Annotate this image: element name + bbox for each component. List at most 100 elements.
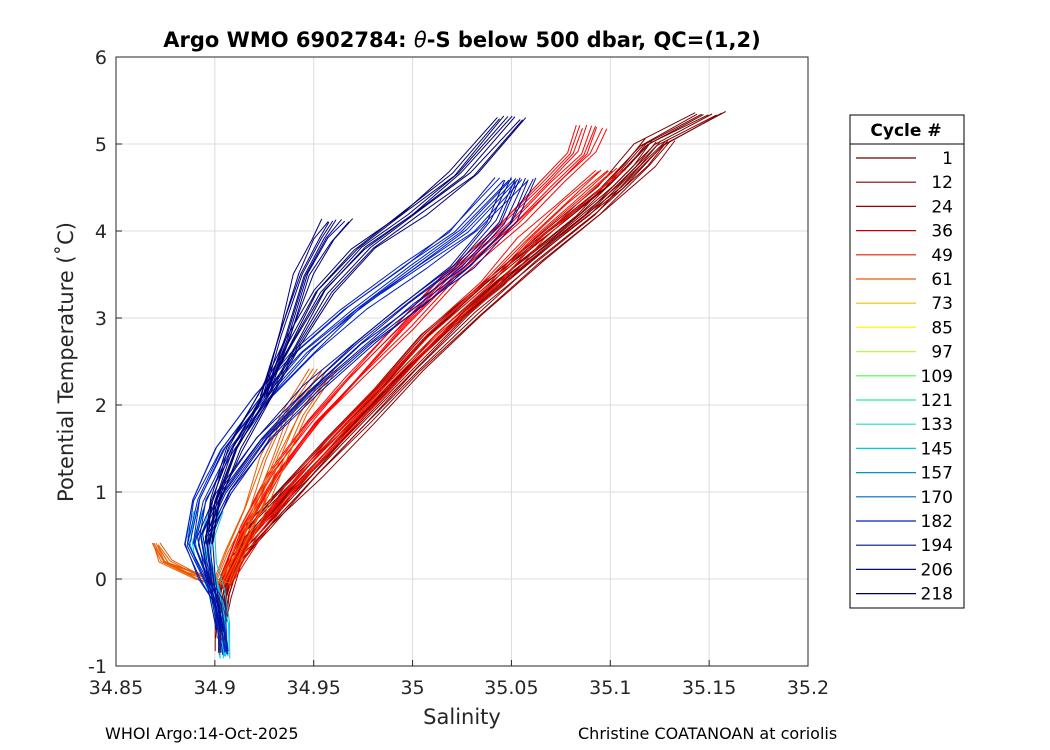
series-line <box>222 141 666 642</box>
y-tick-label: 6 <box>95 47 107 69</box>
x-tick-label: 35.2 <box>787 677 829 699</box>
legend-label: 218 <box>921 585 953 605</box>
series-line <box>224 125 593 581</box>
series-line <box>226 127 604 579</box>
legend-label: 61 <box>931 270 953 290</box>
x-tick-label: 34.85 <box>89 677 143 699</box>
chart-title: Argo WMO 6902784: θ-S below 500 dbar, QC… <box>163 28 760 52</box>
series-line <box>204 118 500 546</box>
x-tick-label: 35.1 <box>589 677 631 699</box>
legend-label: 206 <box>921 560 953 580</box>
series-line <box>263 221 330 395</box>
series-line <box>227 128 608 581</box>
series-line <box>204 117 498 545</box>
legend-label: 182 <box>921 512 953 532</box>
series-line <box>155 371 322 584</box>
legend-label: 157 <box>921 464 953 484</box>
x-tick-label: 35.05 <box>484 677 538 699</box>
series-line <box>221 140 662 640</box>
legend-label: 49 <box>931 246 953 266</box>
series-line <box>208 178 534 632</box>
legend-label: 133 <box>921 415 953 435</box>
series-line <box>223 141 671 638</box>
x-tick-label: 34.9 <box>194 677 236 699</box>
x-tick-label: 34.95 <box>287 677 341 699</box>
legend-label: 1 <box>942 149 953 169</box>
series-line <box>206 179 529 631</box>
y-tick-label: 3 <box>95 308 107 330</box>
series-line <box>220 139 669 641</box>
legend-box <box>849 114 965 609</box>
series-line <box>186 179 505 655</box>
series-line <box>211 119 521 545</box>
legend-label: 194 <box>921 536 953 556</box>
series-line <box>219 170 597 588</box>
legend-items: 1 12 24 36 49 61 73 85 97 109 121 133 145 157 170 182 19… <box>856 149 953 605</box>
series-line <box>223 112 722 653</box>
series-line <box>228 168 627 588</box>
series-line <box>157 368 336 584</box>
legend-label: 36 <box>931 222 953 242</box>
y-tick-label: -1 <box>88 656 107 678</box>
series-line <box>157 371 333 586</box>
series-line <box>214 511 231 659</box>
legend-label: 170 <box>921 488 953 508</box>
series-line <box>197 179 506 631</box>
series-line <box>263 219 337 398</box>
series-line <box>221 171 600 586</box>
series-line <box>202 180 517 632</box>
series-line <box>222 140 676 639</box>
series-line <box>217 140 653 639</box>
series-line <box>225 125 597 578</box>
legend-title: Cycle # <box>870 121 941 141</box>
x-axis-label: Salinity <box>423 705 501 729</box>
series-line <box>265 220 346 396</box>
series-line <box>211 119 523 544</box>
series-line <box>212 117 527 543</box>
legend-label: 145 <box>921 439 953 459</box>
y-tick-label: 1 <box>95 482 107 504</box>
series-line <box>152 368 310 584</box>
legend: Cycle # 1 12 24 36 49 61 73 85 97 109 121 133 145 157… <box>849 114 965 609</box>
series-line <box>226 170 613 588</box>
series-line <box>219 113 713 653</box>
series-line <box>228 168 623 588</box>
y-tick-label: 0 <box>95 569 107 591</box>
legend-label: 97 <box>931 343 953 363</box>
series-line <box>218 114 704 654</box>
plot-frame <box>115 56 809 667</box>
y-ticks: -1 0 1 2 3 4 5 6 <box>88 47 122 678</box>
series-line <box>208 115 513 544</box>
y-tick-label: 5 <box>95 134 107 156</box>
series-line <box>159 368 338 584</box>
series-line <box>264 219 342 396</box>
x-tick-label: 35.15 <box>682 677 736 699</box>
series-line <box>264 220 334 395</box>
series-line <box>188 178 513 652</box>
series-line <box>204 177 526 630</box>
footer-left: WHOI Argo:14-Oct-2025 <box>105 724 299 743</box>
series-line <box>219 141 657 642</box>
data-series <box>151 111 726 659</box>
series-line <box>207 115 505 545</box>
series-line <box>218 113 698 653</box>
x-tick-label: 35 <box>400 677 424 699</box>
legend-label: 73 <box>931 294 953 314</box>
y-axis-label: Potential Temperature (˚C) <box>54 222 78 502</box>
legend-label: 12 <box>931 173 953 193</box>
series-line <box>200 179 516 630</box>
series-line <box>200 177 512 630</box>
y-tick-label: 2 <box>95 395 107 417</box>
x-ticks: 34.85 34.9 34.95 35 35.05 35.1 35.15 35.2 <box>89 660 829 699</box>
legend-label: 121 <box>921 391 953 411</box>
y-tick-label: 4 <box>95 221 107 243</box>
series-line <box>157 369 328 584</box>
series-line <box>225 167 618 589</box>
legend-label: 85 <box>931 318 953 338</box>
series-line <box>265 218 354 396</box>
series-line <box>218 114 709 656</box>
series-line <box>208 116 509 545</box>
series-line <box>223 111 726 652</box>
series-line <box>211 177 537 633</box>
